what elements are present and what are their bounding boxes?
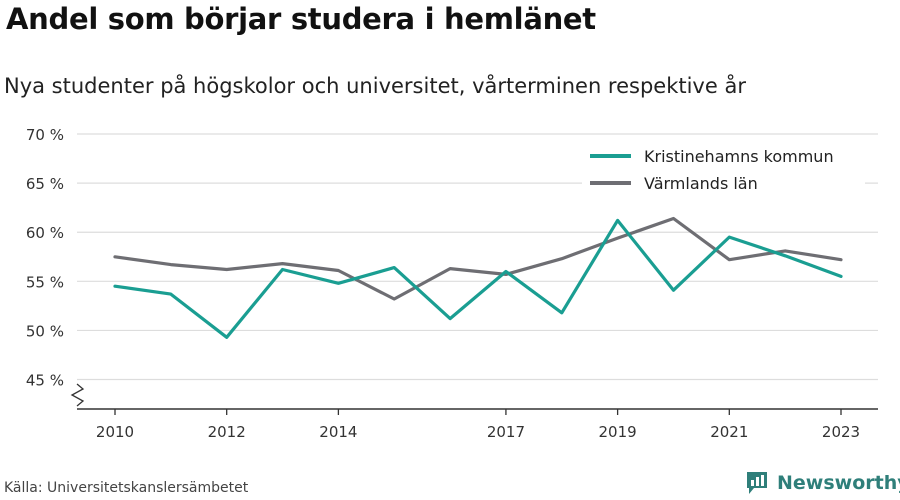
brand-name: Newsworthy (777, 472, 900, 494)
series-line (113, 218, 843, 339)
x-axis-ticks: 2010 2012 2014 2017 2019 2021 2023 (96, 409, 860, 441)
x-tick-label: 2010 (96, 423, 134, 441)
y-tick-label: 55 % (26, 273, 64, 291)
line-chart: 45 %50 %55 %60 %65 %70 % 2010 2012 2014 201… (26, 126, 878, 441)
y-tick-label: 65 % (26, 175, 64, 193)
x-tick-label: 2019 (599, 423, 637, 441)
newsworthy-logo-icon (747, 472, 767, 494)
y-tick-label: 45 % (26, 372, 64, 390)
y-axis-ticks: 45 % 50 % 55 % 60 % 65 % 70 % (26, 126, 64, 390)
x-tick-label: 2023 (822, 423, 860, 441)
axis-break-icon (70, 383, 85, 407)
x-tick-label: 2021 (710, 423, 748, 441)
source-note: Källa: Universitetskanslersämbetet (4, 480, 249, 496)
x-tick-label: 2012 (208, 423, 246, 441)
chart-title: Andel som börjar studera i hemlänet (6, 2, 596, 36)
x-axis (70, 383, 878, 410)
legend-label: Värmlands län (644, 174, 758, 193)
chart-subtitle: Nya studenter på högskolor och universit… (4, 74, 746, 98)
y-tick-label: 50 % (26, 322, 64, 340)
brand-logo: Newsworthy (745, 470, 900, 496)
series-lines (113, 216, 843, 339)
x-tick-label: 2017 (487, 423, 525, 441)
y-tick-label: 70 % (26, 126, 64, 144)
grid-lines (77, 133, 878, 381)
series-line (113, 216, 843, 301)
x-tick-label: 2014 (319, 423, 357, 441)
legend-label: Kristinehamns kommun (644, 147, 834, 166)
y-tick-label: 60 % (26, 224, 64, 242)
legend-background (582, 140, 865, 198)
legend: Kristinehamns kommun Värmlands län (582, 140, 865, 198)
